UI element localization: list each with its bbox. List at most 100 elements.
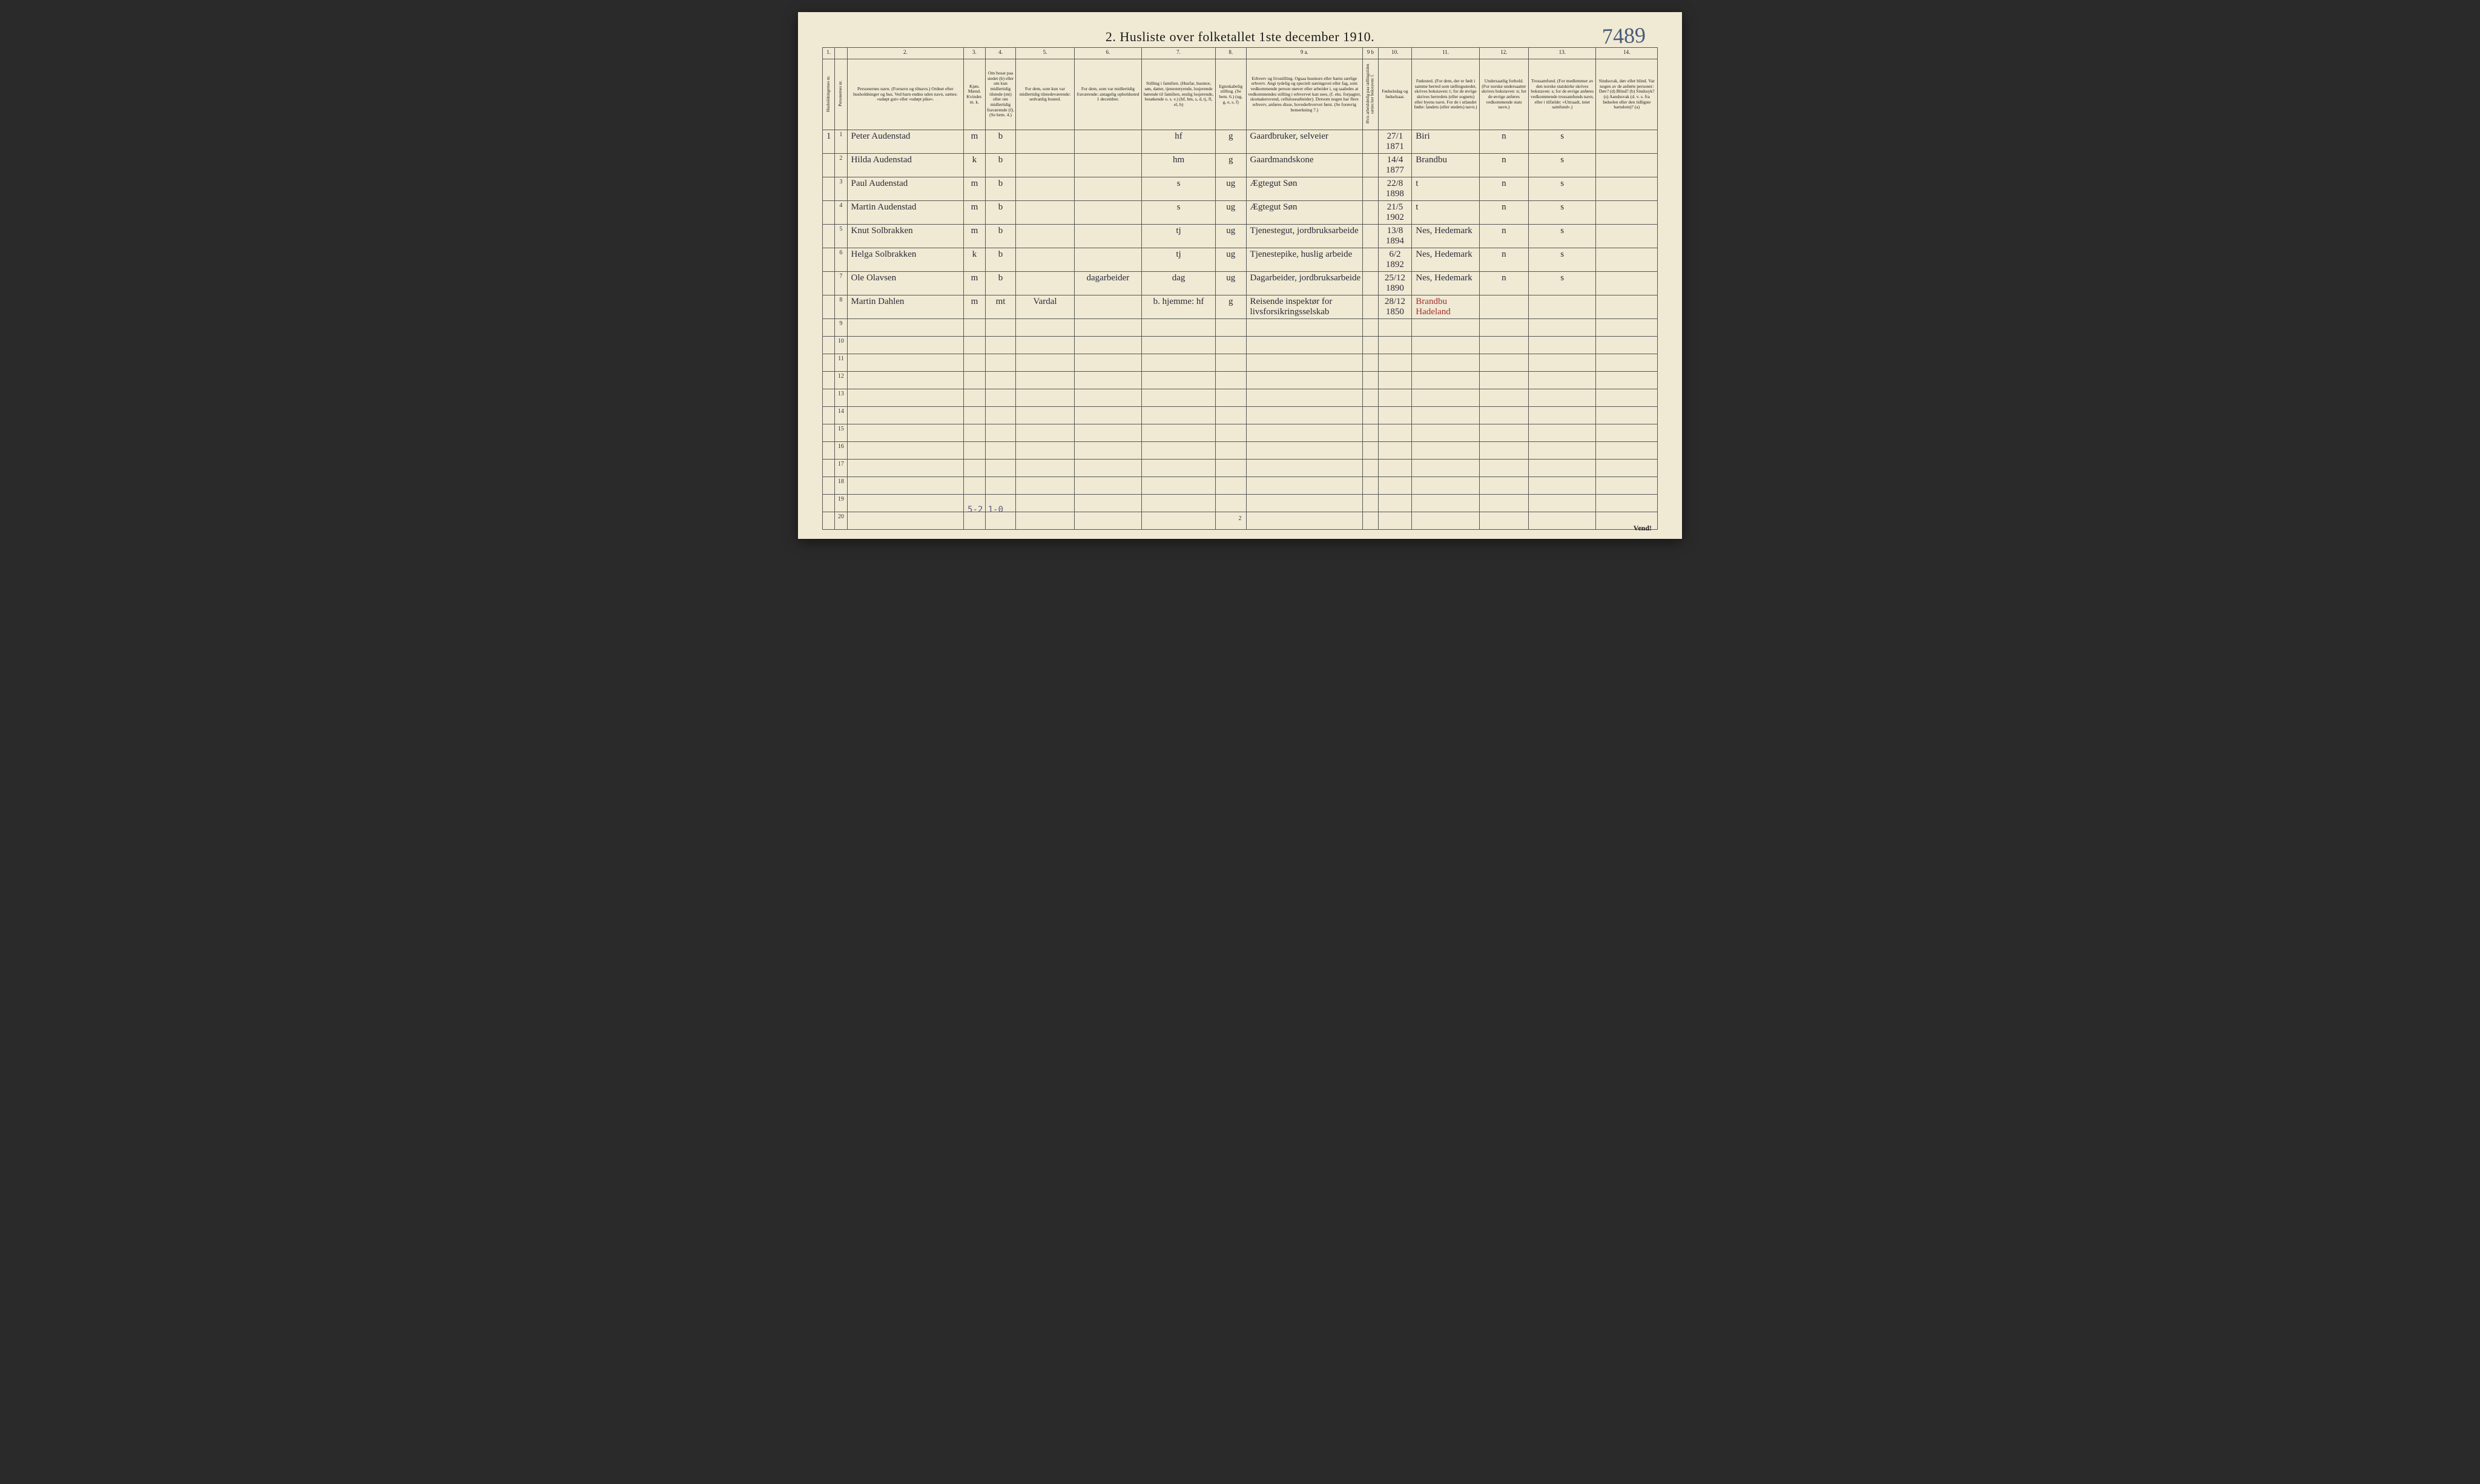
cell-dob bbox=[1378, 389, 1412, 407]
cell-c14 bbox=[1596, 442, 1658, 460]
cell-mar bbox=[1215, 372, 1246, 389]
cell-dob bbox=[1378, 460, 1412, 477]
cell-dob: 14/4 1877 bbox=[1378, 154, 1412, 177]
cell-pn: 8 bbox=[835, 295, 847, 319]
header-name: Personernes navn. (Fornavn og tilnavn.) … bbox=[847, 59, 964, 130]
cell-c6 bbox=[1074, 130, 1142, 154]
table-row: 14 bbox=[823, 407, 1658, 424]
column-number: 4. bbox=[985, 48, 1016, 59]
header-temp-absent: For dem, som var midlertidig fraværende:… bbox=[1074, 59, 1142, 130]
cell-hh bbox=[823, 295, 835, 319]
cell-c9b bbox=[1363, 407, 1378, 424]
cell-c6 bbox=[1074, 248, 1142, 272]
cell-c9b bbox=[1363, 389, 1378, 407]
cell-name: Helga Solbrakken bbox=[847, 248, 964, 272]
cell-fam bbox=[1142, 337, 1216, 354]
cell-rel bbox=[1528, 512, 1596, 530]
cell-dob bbox=[1378, 495, 1412, 512]
cell-rel bbox=[1528, 460, 1596, 477]
cell-res bbox=[985, 319, 1016, 337]
handwritten-page-number: 7489 bbox=[1601, 22, 1646, 49]
cell-nat: n bbox=[1479, 130, 1528, 154]
cell-c14 bbox=[1596, 477, 1658, 495]
cell-c14 bbox=[1596, 407, 1658, 424]
cell-nat bbox=[1479, 442, 1528, 460]
cell-nat: n bbox=[1479, 272, 1528, 295]
table-row: 9 bbox=[823, 319, 1658, 337]
cell-hh bbox=[823, 319, 835, 337]
cell-mar: g bbox=[1215, 154, 1246, 177]
cell-c6 bbox=[1074, 389, 1142, 407]
cell-name bbox=[847, 389, 964, 407]
header-marital: Egteskabelig stilling. (Se bem. 6.) (ug,… bbox=[1215, 59, 1246, 130]
column-number: 13. bbox=[1528, 48, 1596, 59]
cell-res bbox=[985, 337, 1016, 354]
cell-hh bbox=[823, 225, 835, 248]
header-disability: Sindssvak, døv eller blind. Var nogen av… bbox=[1596, 59, 1658, 130]
cell-fam bbox=[1142, 372, 1216, 389]
cell-rel bbox=[1528, 319, 1596, 337]
cell-rel bbox=[1528, 337, 1596, 354]
cell-c14 bbox=[1596, 295, 1658, 319]
cell-c6 bbox=[1074, 319, 1142, 337]
header-birthplace: Fødested. (For dem, der er født i samme … bbox=[1412, 59, 1480, 130]
cell-hh bbox=[823, 201, 835, 225]
column-number: 1. bbox=[823, 48, 835, 59]
cell-c9b bbox=[1363, 319, 1378, 337]
cell-pn: 19 bbox=[835, 495, 847, 512]
cell-occ: Tjenestepike, huslig arbeide bbox=[1246, 248, 1363, 272]
cell-c14 bbox=[1596, 201, 1658, 225]
table-row: 11Peter AudenstadmbhfgGaardbruker, selve… bbox=[823, 130, 1658, 154]
cell-name: Ole Olavsen bbox=[847, 272, 964, 295]
turn-over-label: Vend! bbox=[1634, 524, 1652, 533]
cell-pn: 18 bbox=[835, 477, 847, 495]
cell-res bbox=[985, 407, 1016, 424]
cell-mar bbox=[1215, 389, 1246, 407]
cell-fam: tj bbox=[1142, 225, 1216, 248]
cell-dob bbox=[1378, 407, 1412, 424]
cell-res: mt bbox=[985, 295, 1016, 319]
column-number: 6. bbox=[1074, 48, 1142, 59]
cell-sex: m bbox=[964, 201, 985, 225]
cell-hh bbox=[823, 389, 835, 407]
cell-sex: m bbox=[964, 130, 985, 154]
cell-mar bbox=[1215, 495, 1246, 512]
cell-c9b bbox=[1363, 337, 1378, 354]
cell-nat bbox=[1479, 512, 1528, 530]
cell-c5 bbox=[1016, 495, 1074, 512]
cell-hh bbox=[823, 177, 835, 201]
table-row: 11 bbox=[823, 354, 1658, 372]
cell-sex: m bbox=[964, 295, 985, 319]
cell-pn: 9 bbox=[835, 319, 847, 337]
cell-fam: hm bbox=[1142, 154, 1216, 177]
table-row: 13 bbox=[823, 389, 1658, 407]
cell-res: b bbox=[985, 154, 1016, 177]
cell-mar bbox=[1215, 337, 1246, 354]
cell-pn: 6 bbox=[835, 248, 847, 272]
table-row: 7Ole OlavsenmbdagarbeiderdagugDagarbeide… bbox=[823, 272, 1658, 295]
cell-mar: g bbox=[1215, 130, 1246, 154]
cell-occ bbox=[1246, 337, 1363, 354]
cell-dob bbox=[1378, 354, 1412, 372]
table-row: 6Helga SolbrakkenkbtjugTjenestepike, hus… bbox=[823, 248, 1658, 272]
cell-rel bbox=[1528, 495, 1596, 512]
cell-c9b bbox=[1363, 177, 1378, 201]
header-family-position: Stilling i familien. (Husfar, husmor, sø… bbox=[1142, 59, 1216, 130]
cell-fam bbox=[1142, 424, 1216, 442]
cell-occ: Tjenestegut, jordbruksarbeide bbox=[1246, 225, 1363, 248]
cell-c9b bbox=[1363, 225, 1378, 248]
cell-mar bbox=[1215, 477, 1246, 495]
cell-c6 bbox=[1074, 337, 1142, 354]
cell-hh bbox=[823, 495, 835, 512]
header-temp-present: For dem, som kun var midlertidig tilsted… bbox=[1016, 59, 1074, 130]
cell-c5 bbox=[1016, 225, 1074, 248]
cell-res bbox=[985, 389, 1016, 407]
cell-mar bbox=[1215, 407, 1246, 424]
cell-rel: s bbox=[1528, 177, 1596, 201]
cell-birthplace bbox=[1412, 354, 1480, 372]
cell-c5 bbox=[1016, 154, 1074, 177]
column-number: 5. bbox=[1016, 48, 1074, 59]
cell-rel: s bbox=[1528, 201, 1596, 225]
cell-fam bbox=[1142, 495, 1216, 512]
cell-birthplace: Nes, Hedemark bbox=[1412, 225, 1480, 248]
